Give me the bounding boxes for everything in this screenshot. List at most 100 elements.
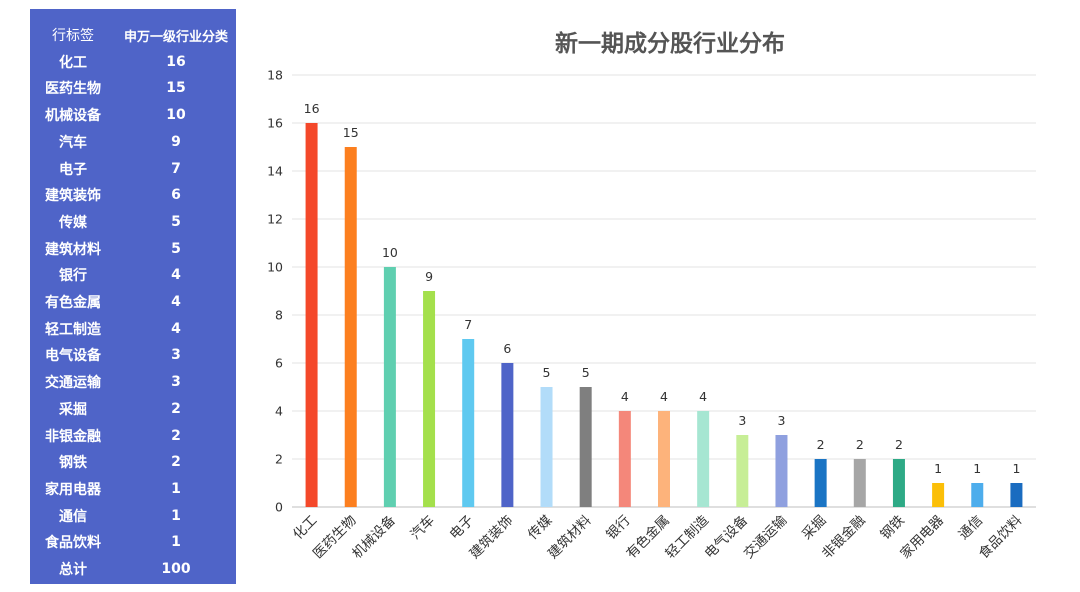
bar bbox=[383, 267, 396, 507]
table-row: 食品饮料 1 bbox=[30, 529, 236, 555]
row-label-cell: 食品饮料 bbox=[45, 535, 101, 552]
bar bbox=[305, 123, 318, 507]
table-header-row: 行标签 申万一级行业分类 bbox=[30, 22, 236, 48]
row-label-cell: 建筑装饰 bbox=[45, 188, 101, 205]
table-row: 化工 16 bbox=[30, 49, 236, 75]
table-row: 电气设备 3 bbox=[30, 342, 236, 368]
row-label-cell: 非银金融 bbox=[45, 428, 101, 445]
data-label: 3 bbox=[738, 413, 746, 428]
bar bbox=[775, 435, 788, 507]
data-label: 16 bbox=[304, 101, 320, 116]
row-label-cell: 通信 bbox=[59, 508, 87, 525]
category-label: 钢铁 bbox=[877, 512, 908, 543]
y-tick-label: 8 bbox=[275, 308, 283, 323]
bar bbox=[462, 339, 475, 507]
data-label: 4 bbox=[660, 389, 668, 404]
bar bbox=[932, 483, 945, 507]
bar bbox=[814, 459, 827, 507]
row-value-cell: 4 bbox=[171, 267, 181, 284]
category-label: 银行 bbox=[603, 513, 633, 543]
data-label: 7 bbox=[464, 317, 472, 332]
row-value-cell: 4 bbox=[171, 294, 181, 310]
table-row: 银行 4 bbox=[30, 262, 236, 288]
row-label-cell: 传媒 bbox=[59, 214, 87, 231]
row-label-cell: 汽车 bbox=[59, 134, 87, 151]
table-row: 传媒 5 bbox=[30, 209, 236, 235]
row-value-cell: 7 bbox=[171, 160, 181, 177]
category-label: 建筑材料 bbox=[545, 512, 595, 562]
row-value-cell: 2 bbox=[171, 454, 181, 471]
row-label-cell: 化工 bbox=[59, 54, 87, 71]
category-label: 电子 bbox=[447, 513, 477, 543]
row-label-cell: 家用电器 bbox=[45, 481, 101, 498]
category-label: 通信 bbox=[956, 513, 986, 543]
y-tick-label: 18 bbox=[267, 68, 283, 83]
table-row: 家用电器 1 bbox=[30, 476, 236, 502]
bar bbox=[1010, 483, 1023, 507]
data-label: 5 bbox=[582, 365, 590, 380]
row-value-cell: 10 bbox=[166, 107, 186, 124]
bar bbox=[892, 459, 905, 507]
category-label: 传媒 bbox=[525, 512, 556, 543]
row-label-cell: 银行 bbox=[59, 268, 87, 285]
y-tick-label: 10 bbox=[267, 260, 283, 275]
category-label: 化工 bbox=[290, 513, 320, 543]
bar bbox=[579, 387, 592, 507]
category-label: 建筑装饰 bbox=[467, 513, 516, 562]
table-row: 电子 7 bbox=[30, 156, 236, 182]
row-label-cell: 机械设备 bbox=[45, 108, 101, 125]
row-label-cell: 钢铁 bbox=[59, 455, 87, 472]
table-row: 建筑装饰 6 bbox=[30, 182, 236, 208]
table-row: 机械设备 10 bbox=[30, 102, 236, 128]
row-label-cell: 电子 bbox=[59, 161, 87, 178]
data-label: 2 bbox=[895, 437, 903, 452]
bar bbox=[540, 387, 553, 507]
category-label: 家用电器 bbox=[897, 511, 948, 562]
row-value-cell: 4 bbox=[171, 320, 181, 337]
table-row: 医药生物 15 bbox=[30, 75, 236, 101]
data-label: 9 bbox=[425, 269, 433, 284]
y-tick-label: 2 bbox=[275, 452, 283, 467]
data-label: 6 bbox=[503, 341, 511, 356]
row-value-cell: 3 bbox=[171, 347, 181, 364]
y-tick-label: 0 bbox=[275, 500, 283, 515]
data-label: 2 bbox=[817, 437, 825, 452]
row-value-cell: 6 bbox=[171, 187, 181, 204]
category-label: 非银金融 bbox=[819, 512, 869, 562]
table-row: 轻工制造 4 bbox=[30, 316, 236, 342]
table-row: 汽车 9 bbox=[30, 129, 236, 155]
row-value-cell: 1 bbox=[171, 480, 181, 497]
bar bbox=[344, 147, 357, 507]
row-label-cell: 电气设备 bbox=[45, 348, 101, 365]
table-total-row: 总计 100 bbox=[30, 556, 236, 582]
bar bbox=[853, 459, 866, 507]
table-row: 通信 1 bbox=[30, 503, 236, 529]
row-value-cell: 1 bbox=[171, 534, 181, 551]
row-label-cell: 医药生物 bbox=[45, 81, 101, 98]
y-tick-label: 14 bbox=[267, 164, 283, 179]
industry-table: 行标签 申万一级行业分类 化工 16 医药生物 15 机械设备 10 汽车 9 电子 7 建筑装饰 6 传媒… bbox=[30, 9, 236, 584]
row-value-cell: 1 bbox=[171, 507, 181, 524]
category-label: 汽车 bbox=[407, 512, 438, 543]
table-row: 采掘 2 bbox=[30, 396, 236, 422]
row-value-cell: 2 bbox=[171, 427, 181, 444]
bar bbox=[658, 411, 670, 507]
table-row: 建筑材料 5 bbox=[30, 236, 236, 262]
row-label-cell: 有色金属 bbox=[45, 295, 101, 311]
bar bbox=[423, 291, 436, 507]
y-tick-label: 6 bbox=[275, 356, 283, 371]
bar bbox=[736, 435, 749, 507]
data-label: 4 bbox=[699, 389, 707, 404]
row-label-cell: 采掘 bbox=[59, 401, 87, 418]
row-label-cell: 建筑材料 bbox=[45, 241, 101, 258]
row-value-cell: 5 bbox=[171, 213, 181, 230]
data-label: 2 bbox=[856, 437, 864, 452]
data-label: 15 bbox=[343, 125, 359, 140]
data-label: 3 bbox=[777, 413, 785, 428]
category-label: 食品饮料 bbox=[975, 511, 1026, 562]
row-value-cell: 15 bbox=[166, 80, 186, 97]
table-row: 有色金属 4 bbox=[30, 289, 236, 315]
data-label: 1 bbox=[1012, 461, 1020, 476]
y-tick-label: 16 bbox=[267, 116, 283, 131]
